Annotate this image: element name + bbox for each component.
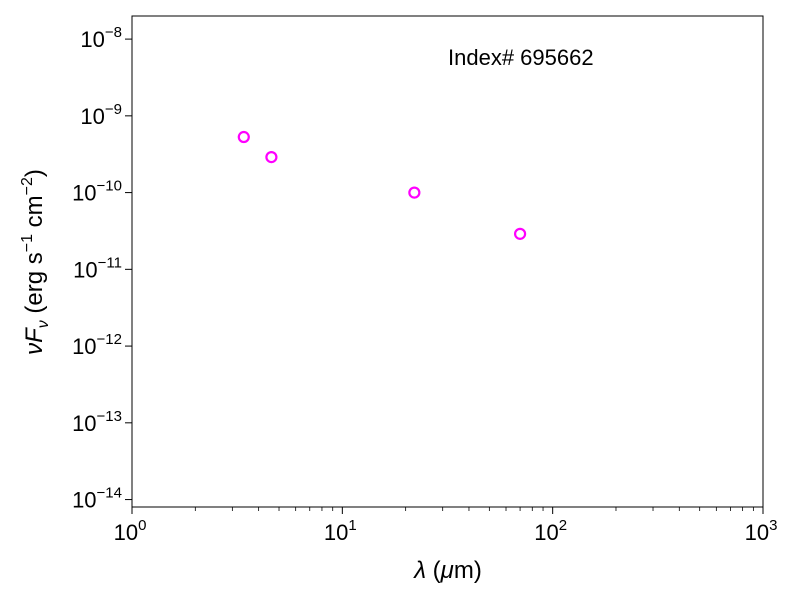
x-tick-label: 103: [745, 517, 778, 545]
x-tick-label: 100: [114, 517, 147, 545]
y-tick-label: 10−13: [72, 408, 122, 436]
x-axis-title: λ (μm): [412, 557, 482, 584]
data-points: [237, 130, 527, 240]
data-point: [265, 151, 278, 164]
plot-frame: [131, 15, 764, 508]
y-tick-label: 10−12: [72, 331, 122, 359]
x-tick-label: 102: [534, 517, 567, 545]
y-axis-title: νFν (erg s−1 cm−2): [19, 169, 52, 355]
data-point: [513, 227, 527, 240]
y-tick-label: 10−11: [73, 254, 122, 282]
data-point: [408, 186, 421, 199]
y-tick-label: 10−9: [80, 101, 122, 129]
ticks-layer: 100 101 102 103 10−14 10−13 10−12 10−11 10−10 10−…: [72, 24, 777, 545]
y-tick-label: 10−14: [72, 485, 122, 513]
y-tick-label: 10−8: [80, 24, 122, 52]
data-point: [237, 130, 250, 144]
y-tick-label: 10−10: [72, 178, 122, 206]
x-tick-label: 101: [324, 517, 357, 545]
index-annotation: Index# 695662: [448, 45, 594, 70]
